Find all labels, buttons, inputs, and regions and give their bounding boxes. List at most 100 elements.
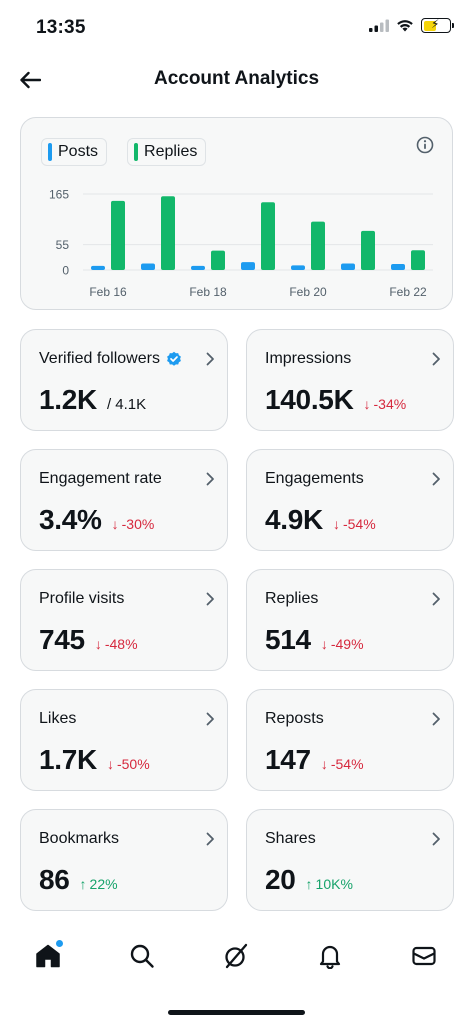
stat-value: 140.5K <box>265 384 354 415</box>
stat-value: 4.9K <box>265 504 323 535</box>
status-bar: 13:35 ⚡ <box>0 0 473 56</box>
activity-chart: 165 55 0 Feb 16 Feb 18 Feb 20 Feb 22 <box>49 188 433 299</box>
stat-value: 3.4% <box>39 504 102 535</box>
stat-row: 1.7K ↓ -50% <box>39 744 150 776</box>
stat-change-value: -49% <box>330 636 364 652</box>
stat-label-text: Engagement rate <box>39 470 162 487</box>
stat-label-text: Engagements <box>265 470 364 487</box>
stat-card-engagements[interactable]: Engagements 4.9K ↓ -54% <box>246 449 454 551</box>
stat-card-engagement-rate[interactable]: Engagement rate 3.4% ↓ -30% <box>20 449 228 551</box>
arrow-down-icon: ↓ <box>320 756 328 772</box>
search-icon <box>130 944 154 968</box>
arrow-left-icon <box>20 71 41 89</box>
stat-label-text: Shares <box>265 830 316 847</box>
posts-bar <box>191 265 205 270</box>
mail-icon <box>412 946 436 966</box>
stat-chevron <box>205 472 215 491</box>
status-time: 13:35 <box>36 17 86 38</box>
legend-posts[interactable]: Posts <box>41 138 108 166</box>
stat-label-text: Impressions <box>265 350 352 367</box>
stat-total: / 4.1K <box>106 396 147 413</box>
stat-chevron <box>431 832 441 851</box>
stat-card-impressions[interactable]: Impressions 140.5K ↓ -34% <box>246 329 454 431</box>
chevron-right-icon <box>206 712 214 726</box>
stat-card-shares[interactable]: Shares 20 ↑ 10K% <box>246 809 454 911</box>
stat-label: Profile visits <box>39 590 124 608</box>
chevron-right-icon <box>432 712 440 726</box>
stat-change: ↑ 22% <box>80 876 118 892</box>
y-tick-label: 55 <box>56 238 70 252</box>
legend-replies-label: Replies <box>144 143 198 160</box>
stat-label: Verified followers <box>39 350 182 368</box>
stat-label-text: Verified followers <box>39 350 160 367</box>
arrow-down-icon: ↓ <box>332 516 340 532</box>
stat-card-likes[interactable]: Likes 1.7K ↓ -50% <box>20 689 228 791</box>
chevron-right-icon <box>206 352 214 366</box>
info-icon[interactable] <box>416 136 434 154</box>
replies-bar <box>111 200 125 270</box>
chart-card: 165 55 0 Feb 16 Feb 18 Feb 20 Feb 22 Posts Rep… <box>20 117 453 310</box>
tab-home[interactable] <box>32 940 64 972</box>
stat-card-profile-visits[interactable]: Profile visits 745 ↓ -48% <box>20 569 228 671</box>
grok-icon <box>225 943 248 969</box>
posts-swatch <box>48 143 52 161</box>
posts-bar <box>341 263 355 270</box>
x-tick-label: Feb 20 <box>289 285 327 299</box>
tab-bar <box>0 926 473 990</box>
y-tick-label: 165 <box>49 188 69 202</box>
stat-row: 86 ↑ 22% <box>39 864 118 896</box>
arrow-up-icon: ↑ <box>79 876 87 892</box>
stat-label: Replies <box>265 590 318 608</box>
stat-chevron <box>205 592 215 611</box>
replies-bar <box>311 221 325 270</box>
posts-bar <box>141 263 155 270</box>
stat-label-text: Likes <box>39 710 77 727</box>
posts-bar <box>391 264 405 270</box>
stat-chevron <box>205 832 215 851</box>
chevron-right-icon <box>432 592 440 606</box>
stat-change-value: -54% <box>342 516 376 532</box>
chevron-right-icon <box>432 472 440 486</box>
stat-card-replies[interactable]: Replies 514 ↓ -49% <box>246 569 454 671</box>
chevron-right-icon <box>432 352 440 366</box>
legend-posts-label: Posts <box>58 143 99 160</box>
arrow-down-icon: ↓ <box>106 756 114 772</box>
stat-value: 745 <box>39 624 85 655</box>
stat-row: 20 ↑ 10K% <box>265 864 353 896</box>
stat-row: 1.2K / 4.1K <box>39 384 146 416</box>
tab-search[interactable] <box>126 940 158 972</box>
stat-change: ↓ -54% <box>321 756 364 772</box>
chevron-right-icon <box>432 832 440 846</box>
stat-label: Impressions <box>265 350 351 368</box>
chevron-right-icon <box>206 592 214 606</box>
stat-chevron <box>431 712 441 731</box>
back-button[interactable] <box>14 64 46 96</box>
tab-messages[interactable] <box>408 940 440 972</box>
wifi-icon <box>397 20 413 32</box>
stat-value: 20 <box>265 864 296 895</box>
stat-value: 514 <box>265 624 311 655</box>
replies-bar <box>161 196 175 270</box>
legend-replies[interactable]: Replies <box>127 138 207 166</box>
stat-row: 4.9K ↓ -54% <box>265 504 376 536</box>
stat-card-verified-followers[interactable]: Verified followers 1.2K / 4.1K <box>20 329 228 431</box>
stat-row: 3.4% ↓ -30% <box>39 504 154 536</box>
page-title: Account Analytics <box>153 68 320 89</box>
stat-change: ↑ 10K% <box>306 876 353 892</box>
stat-card-reposts[interactable]: Reposts 147 ↓ -54% <box>246 689 454 791</box>
stat-value: 1.2K <box>39 384 97 415</box>
signal-icon <box>369 19 389 32</box>
posts-bar <box>241 262 255 270</box>
tab-grok[interactable] <box>220 940 252 972</box>
stat-change-value: 10K% <box>315 876 353 892</box>
tab-notifications[interactable] <box>314 940 346 972</box>
posts-bar <box>291 265 305 270</box>
stat-label: Bookmarks <box>39 830 119 848</box>
stat-change-value: -30% <box>121 516 155 532</box>
stat-row: 514 ↓ -49% <box>265 624 364 656</box>
stat-row: 745 ↓ -48% <box>39 624 138 656</box>
stat-chevron <box>431 592 441 611</box>
stat-chevron <box>431 472 441 491</box>
stat-card-bookmarks[interactable]: Bookmarks 86 ↑ 22% <box>20 809 228 911</box>
posts-bar <box>91 265 105 270</box>
